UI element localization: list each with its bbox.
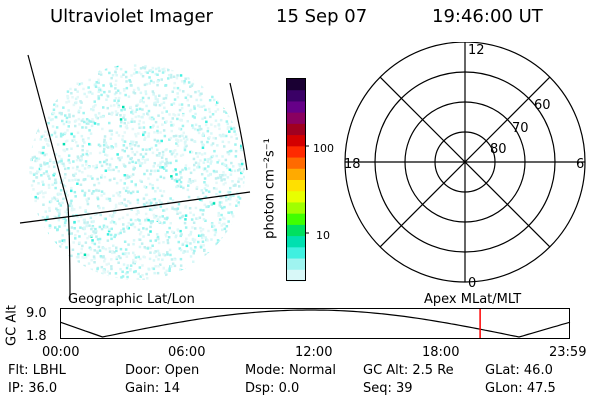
colorbar-gradient [287, 79, 305, 282]
footer-glat: GLat: 46.0 [485, 363, 553, 378]
mlt-label-0: 0 [468, 276, 476, 291]
footer-mode: Mode: Normal [245, 363, 336, 378]
colorbar-segment [287, 112, 305, 125]
timeline-frame [60, 308, 570, 339]
timeline-y-tick-min: 1.8 [26, 329, 47, 344]
timeline-y-axis-label: GC Alt [4, 305, 20, 346]
colorbar-segment [287, 168, 305, 181]
altitude-curve [60, 309, 571, 338]
altitude-timeline [60, 308, 571, 339]
colorbar-tick-label-100: 100 [313, 142, 334, 155]
footer-door: Door: Open [125, 363, 200, 378]
footer-glon: GLon: 47.5 [485, 381, 556, 396]
colorbar-segment [287, 135, 305, 147]
lat-label-70: 70 [512, 121, 529, 136]
colorbar-segment [287, 101, 305, 114]
colorbar-segment [287, 123, 305, 136]
footer-dsp: Dsp: 0.0 [245, 381, 300, 396]
timeline-x-tick-0: 00:00 [42, 345, 80, 360]
timeline-x-tick-3: 18:00 [422, 345, 460, 360]
timeline-x-tick-1: 06:00 [168, 345, 206, 360]
colorbar-tick-label-10: 10 [316, 229, 330, 242]
longitude-line-east [229, 82, 248, 171]
footer-flt: Flt: LBHL [8, 363, 66, 378]
timeline-x-tick-4: 23:59 [549, 345, 587, 360]
uv-emission-speckles [29, 64, 245, 280]
colorbar-segment [287, 146, 305, 159]
colorbar-segment [287, 202, 305, 215]
geographic-image-panel [19, 54, 251, 300]
colorbar-segment [287, 191, 305, 203]
colorbar-segment [287, 79, 305, 91]
colorbar-segment [287, 247, 305, 260]
colorbar [286, 78, 309, 282]
mlt-label-18: 18 [344, 157, 361, 172]
longitude-line-west [27, 54, 71, 300]
timeline-x-tick-2: 12:00 [295, 345, 333, 360]
colorbar-segment [287, 236, 305, 248]
colorbar-segment [287, 90, 305, 102]
mlt-label-12: 12 [468, 43, 485, 58]
lat-lon-grid [19, 54, 251, 300]
colorbar-frame [286, 78, 306, 281]
polar-diagonal-2 [379, 76, 551, 248]
timeline-y-tick-max: 9.0 [26, 306, 47, 321]
footer-ip: IP: 36.0 [8, 381, 58, 396]
timeline-right-title: Apex MLat/MLT [424, 292, 522, 307]
lat-label-80: 80 [490, 142, 507, 157]
colorbar-segment [287, 258, 305, 271]
footer-gc-alt: GC Alt: 2.5 Re [363, 363, 454, 378]
instrument-title: Ultraviolet Imager [50, 6, 213, 27]
colorbar-segment [287, 213, 305, 226]
polar-mlt-plot: 12 6 18 0 60 70 80 [344, 42, 586, 291]
timeline-left-title: Geographic Lat/Lon [68, 292, 195, 307]
mlt-label-6: 6 [576, 157, 584, 172]
colorbar-segment [287, 269, 305, 282]
colorbar-unit-label: photon cm⁻²s⁻¹ [262, 138, 278, 239]
latitude-line [19, 191, 251, 224]
colorbar-segment [287, 157, 305, 170]
date-label: 15 Sep 07 [276, 6, 368, 27]
colorbar-segment [287, 224, 305, 237]
footer-seq: Seq: 39 [363, 381, 413, 396]
time-label: 19:46:00 UT [432, 6, 543, 27]
footer-gain: Gain: 14 [125, 381, 180, 396]
lat-label-60: 60 [534, 98, 551, 113]
colorbar-segment [287, 180, 305, 192]
